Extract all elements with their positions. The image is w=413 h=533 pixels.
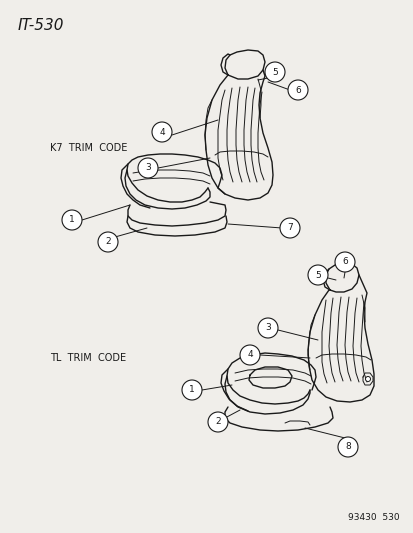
Circle shape bbox=[257, 318, 277, 338]
Circle shape bbox=[182, 380, 202, 400]
Text: 4: 4 bbox=[247, 351, 252, 359]
Text: 8: 8 bbox=[344, 442, 350, 451]
Circle shape bbox=[337, 437, 357, 457]
Circle shape bbox=[152, 122, 171, 142]
Circle shape bbox=[365, 376, 370, 382]
Text: 2: 2 bbox=[105, 238, 111, 246]
Text: IT-530: IT-530 bbox=[18, 18, 64, 33]
Circle shape bbox=[287, 80, 307, 100]
Circle shape bbox=[279, 218, 299, 238]
Circle shape bbox=[62, 210, 82, 230]
Text: 5: 5 bbox=[271, 68, 277, 77]
Circle shape bbox=[240, 345, 259, 365]
Text: 2: 2 bbox=[215, 417, 220, 426]
Text: 1: 1 bbox=[189, 385, 195, 394]
Text: 6: 6 bbox=[294, 85, 300, 94]
Circle shape bbox=[307, 265, 327, 285]
Circle shape bbox=[264, 62, 284, 82]
Text: 7: 7 bbox=[287, 223, 292, 232]
Text: 3: 3 bbox=[145, 164, 150, 173]
Text: 5: 5 bbox=[314, 271, 320, 279]
Text: 93430  530: 93430 530 bbox=[347, 513, 399, 522]
Text: 3: 3 bbox=[264, 324, 270, 333]
Text: TL  TRIM  CODE: TL TRIM CODE bbox=[50, 353, 126, 363]
Text: K7  TRIM  CODE: K7 TRIM CODE bbox=[50, 143, 127, 153]
Text: 4: 4 bbox=[159, 127, 164, 136]
Circle shape bbox=[138, 158, 158, 178]
Text: 1: 1 bbox=[69, 215, 75, 224]
Circle shape bbox=[207, 412, 228, 432]
Circle shape bbox=[334, 252, 354, 272]
Circle shape bbox=[98, 232, 118, 252]
Text: 6: 6 bbox=[341, 257, 347, 266]
